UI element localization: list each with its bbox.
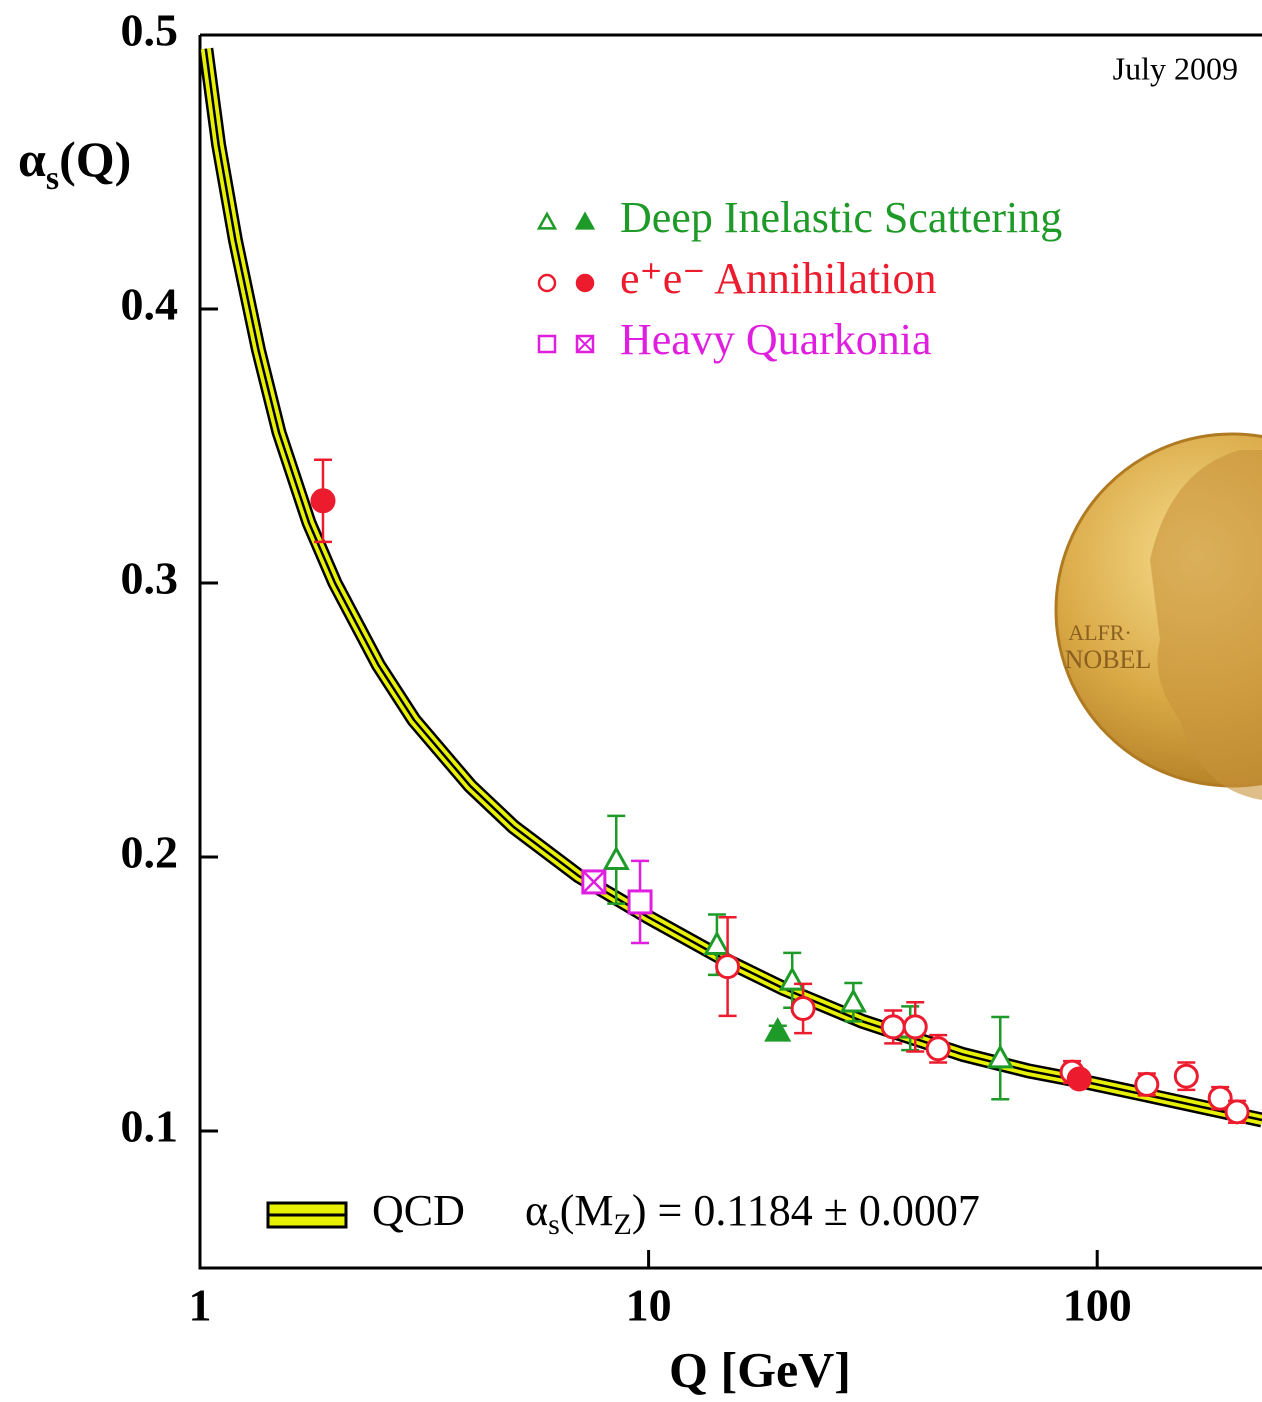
medal <box>1056 434 1262 800</box>
medal-text: ALFR· <box>1068 620 1132 645</box>
date-label: July 2009 <box>1113 50 1238 86</box>
data-point <box>842 991 864 1011</box>
y-label-part: s <box>46 160 59 197</box>
data-point <box>1175 1065 1197 1087</box>
data-point <box>605 849 627 869</box>
data-point <box>717 956 739 978</box>
legend-marker <box>577 214 593 228</box>
legend-label: e⁺e⁻ Annihilation <box>620 254 937 303</box>
data-point <box>927 1038 949 1060</box>
qcd-formula: αs(MZ) = 0.1184 ± 0.0007 <box>525 1186 980 1241</box>
chart: ALFR· NOBEL July 2009 αs(Q) Q [GeV] QCD … <box>0 0 1262 1402</box>
formula-part: α <box>525 1186 548 1235</box>
y-label-part: α <box>18 131 46 187</box>
medal-text: NOBEL <box>1065 645 1152 674</box>
y-label-part: (Q) <box>59 131 131 187</box>
data-point <box>1136 1073 1158 1095</box>
data-point <box>781 969 803 989</box>
legend-label: Heavy Quarkonia <box>620 315 932 364</box>
x-tick-label: 1 <box>189 1280 212 1331</box>
legend-marker <box>577 275 593 291</box>
x-tick-label: 10 <box>626 1280 672 1331</box>
data-point <box>1068 1068 1090 1090</box>
formula-part: (M <box>560 1186 614 1235</box>
data-point <box>882 1016 904 1038</box>
legend-marker <box>539 214 555 228</box>
qcd-legend-label: QCD <box>372 1186 465 1235</box>
data-point <box>583 871 605 893</box>
qcd-legend-sample <box>268 1203 346 1227</box>
legend-marker <box>539 336 555 352</box>
formula-part: Z <box>614 1208 632 1241</box>
x-tick-label: 100 <box>1063 1280 1132 1331</box>
y-tick-label: 0.4 <box>121 279 179 330</box>
y-tick-label: 0.1 <box>121 1101 179 1152</box>
legend-marker <box>539 275 555 291</box>
y-tick-label: 0.5 <box>121 5 179 56</box>
data-point <box>1226 1101 1248 1123</box>
legend-entry: Heavy Quarkonia <box>539 315 932 364</box>
formula-part: ) = 0.1184 ± 0.0007 <box>632 1186 980 1235</box>
y-axis-label: αs(Q) <box>18 131 131 196</box>
data-point <box>629 891 651 913</box>
formula-part: s <box>548 1208 560 1241</box>
x-axis-label: Q [GeV] <box>669 1341 851 1397</box>
y-tick-label: 0.2 <box>121 827 179 878</box>
legend-label: Deep Inelastic Scattering <box>620 193 1062 242</box>
legend-entry: Deep Inelastic Scattering <box>539 193 1062 242</box>
data-point <box>904 1016 926 1038</box>
legend-entry: e⁺e⁻ Annihilation <box>539 254 937 303</box>
data-point <box>767 1020 789 1040</box>
y-tick-label: 0.3 <box>121 553 179 604</box>
data-point <box>312 490 334 512</box>
square-marker <box>629 891 651 913</box>
data-point <box>792 998 814 1020</box>
